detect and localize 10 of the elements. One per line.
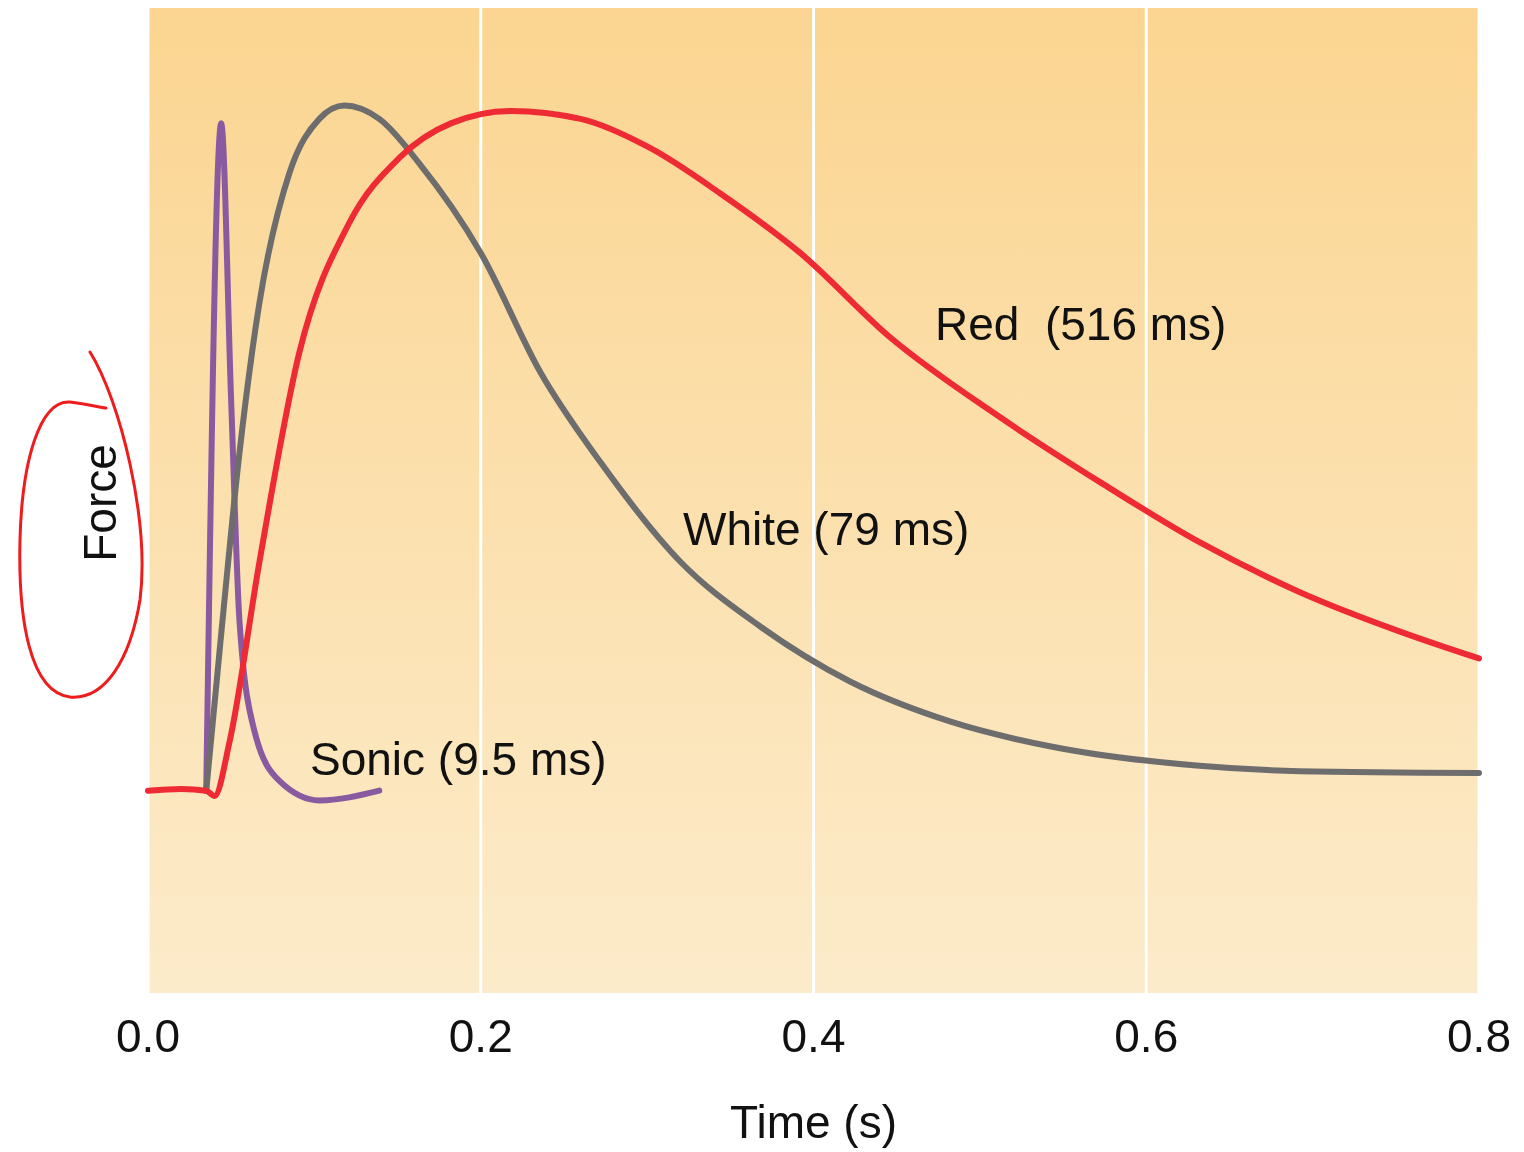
x-tick-label: 0.0 <box>116 1010 180 1062</box>
x-tick-label: 0.4 <box>781 1010 846 1062</box>
x-tick-label: 0.6 <box>1114 1010 1179 1062</box>
x-tick-label: 0.8 <box>1447 1010 1511 1062</box>
x-axis-title: Time (s) <box>730 1096 897 1148</box>
y-axis-title: Force <box>74 444 126 562</box>
x-tick-label: 0.2 <box>448 1010 513 1062</box>
series-label: Sonic (9.5 ms) <box>310 733 607 785</box>
series-label: White (79 ms) <box>683 503 970 555</box>
series-label: Red (516 ms) <box>935 298 1227 350</box>
